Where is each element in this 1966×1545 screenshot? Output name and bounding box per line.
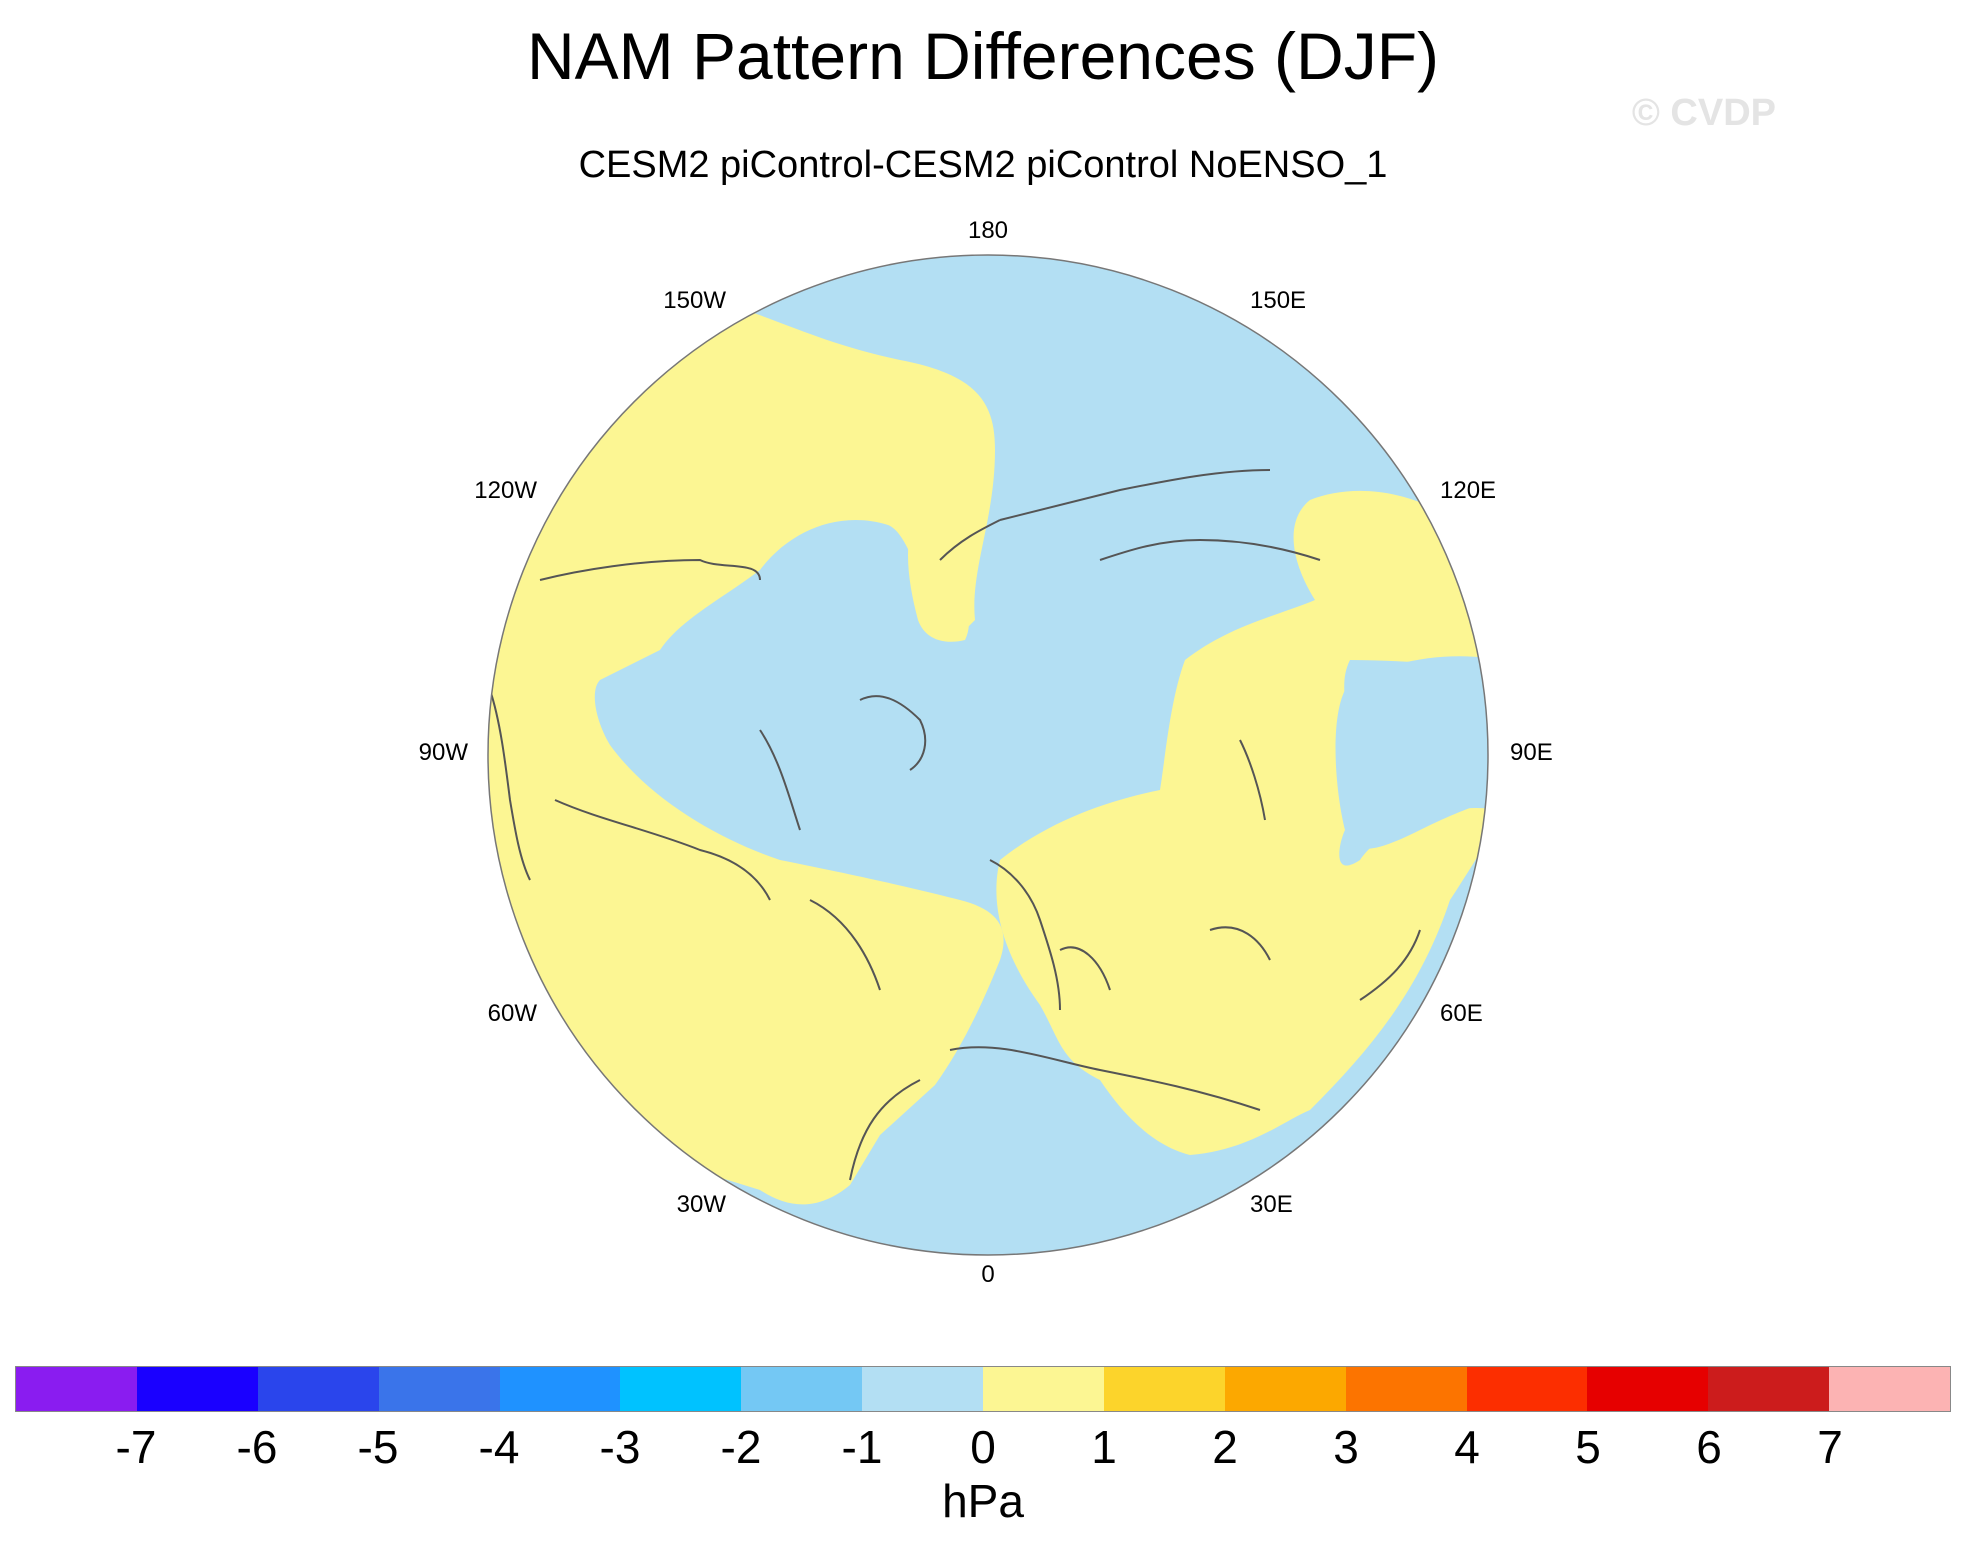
chart-subtitle: CESM2 piControl-CESM2 piControl NoENSO_1 — [578, 144, 1388, 186]
lon-label-150e: 150E — [1250, 287, 1306, 314]
colorbar — [15, 1366, 1951, 1412]
colorbar-tick-label: -5 — [357, 1421, 399, 1473]
colorbar-tick-label: -3 — [599, 1421, 641, 1473]
lon-label-90e: 90E — [1510, 739, 1553, 766]
lon-label-60w: 60W — [488, 1000, 538, 1027]
map-boundary — [487, 254, 1489, 1256]
colorbar-tick-label: 0 — [970, 1421, 996, 1473]
chart-title: NAM Pattern Differences (DJF) — [526, 19, 1439, 93]
lon-label-120w: 120W — [474, 477, 537, 504]
colorbar-box-15 — [1829, 1367, 1950, 1411]
colorbar-tick-label: -2 — [720, 1421, 762, 1473]
lon-label-0: 0 — [981, 1261, 994, 1288]
colorbar-tick-label: 2 — [1212, 1421, 1238, 1473]
colorbar-box-2 — [257, 1367, 379, 1411]
lon-label-90w: 90W — [419, 739, 469, 766]
colorbar-tick-label: -7 — [115, 1421, 157, 1473]
colorbar-units: hPa — [942, 1475, 1024, 1527]
colorbar-tick-label: 4 — [1454, 1421, 1480, 1473]
colorbar-box-13 — [1587, 1367, 1709, 1411]
lon-label-180: 180 — [968, 217, 1008, 244]
colorbar-tick-label: 3 — [1333, 1421, 1359, 1473]
lon-label-60e: 60E — [1440, 1000, 1483, 1027]
colorbar-box-10 — [1224, 1367, 1346, 1411]
polar-map: 180 150E 120E 90E 60E 30E 0 30W 60W 90W … — [419, 217, 1553, 1288]
lon-label-30e: 30E — [1250, 1191, 1293, 1218]
negative-region-siberia — [1335, 656, 1488, 849]
colorbar-box-8 — [983, 1367, 1104, 1411]
colorbar-box-11 — [1345, 1367, 1467, 1411]
colorbar-tick-label: 5 — [1575, 1421, 1601, 1473]
positive-region-tongue — [907, 529, 970, 642]
colorbar-box-3 — [378, 1367, 500, 1411]
positive-region-west — [488, 310, 1004, 1205]
colorbar-tick-label: -6 — [236, 1421, 278, 1473]
lon-label-120e: 120E — [1440, 477, 1496, 504]
colorbar-box-0 — [16, 1367, 137, 1411]
colorbar-tick-label: 7 — [1817, 1421, 1843, 1473]
colorbar-box-12 — [1466, 1367, 1588, 1411]
lon-label-30w: 30W — [677, 1191, 727, 1218]
colorbar-box-9 — [1103, 1367, 1225, 1411]
colorbar-box-6 — [741, 1367, 863, 1411]
coastlines — [489, 469, 1421, 1181]
colorbar-box-5 — [620, 1367, 742, 1411]
colorbar-box-1 — [136, 1367, 258, 1411]
colorbar-tick-label: 6 — [1696, 1421, 1722, 1473]
colorbar-box-14 — [1708, 1367, 1830, 1411]
colorbar-tick-label: -1 — [841, 1421, 883, 1473]
lon-label-150w: 150W — [663, 287, 726, 314]
colorbar-box-4 — [499, 1367, 621, 1411]
cvdp-watermark: © CVDP — [1631, 92, 1776, 134]
colorbar-box-7 — [862, 1367, 983, 1411]
colorbar-labels: -7 -6 -5 -4 -3 -2 -1 0 1 2 3 4 5 6 7 — [0, 1420, 1966, 1480]
colorbar-tick-label: -4 — [478, 1421, 520, 1473]
colorbar-tick-label: 1 — [1091, 1421, 1117, 1473]
